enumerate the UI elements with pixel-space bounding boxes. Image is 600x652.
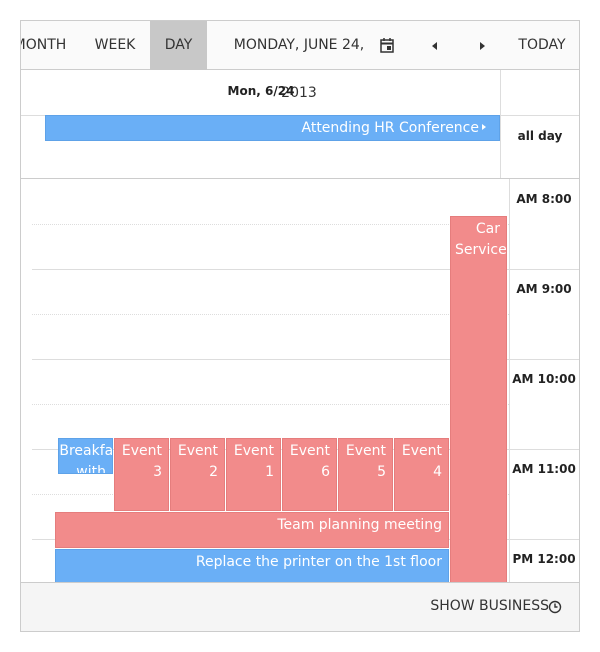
time-label: AM 10:00 [512, 372, 576, 386]
event[interactable]: Event 2 [170, 438, 225, 511]
event[interactable]: Car Service [450, 216, 507, 596]
date-picker[interactable]: MONDAY, JUNE 24, 2013 [233, 37, 365, 101]
scheduler: MONTH WEEK DAY MONDAY, JUNE 24, 2013 TOD… [20, 20, 580, 632]
half-hour-line [32, 314, 509, 315]
clock-icon[interactable] [548, 600, 562, 614]
business-hours-button[interactable]: SHOW BUSINESS HOURS [430, 598, 549, 614]
event[interactable]: Event 1 [226, 438, 281, 511]
hour-line [32, 269, 579, 270]
time-label: AM 11:00 [512, 462, 576, 476]
event[interactable]: Event 5 [338, 438, 393, 511]
calendar-icon[interactable] [380, 38, 394, 53]
view-day[interactable]: DAY [150, 21, 207, 70]
event[interactable]: Team planning meeting [55, 512, 449, 548]
hour-line [32, 359, 579, 360]
next-button[interactable] [477, 41, 487, 51]
event[interactable]: Event 6 [282, 438, 337, 511]
event[interactable]: Event 3 [114, 438, 169, 511]
footer [21, 582, 579, 631]
view-week[interactable]: WEEK [94, 37, 136, 53]
day-header: Mon, 6/24 [227, 84, 295, 98]
all-day-label: all day [517, 129, 563, 143]
time-grid: AM 8:00 AM 9:00 AM 10:00 AM 11:00 PM 12:00 Ca… [21, 179, 579, 599]
prev-button[interactable] [430, 41, 440, 51]
time-label: AM 8:00 [516, 192, 572, 206]
time-label: PM 12:00 [512, 552, 576, 566]
time-column-divider [509, 179, 510, 583]
all-day-row [21, 116, 579, 179]
time-label: AM 9:00 [516, 282, 572, 296]
view-month[interactable]: MONTH [21, 37, 67, 53]
half-hour-line [32, 224, 509, 225]
header-divider [500, 70, 501, 178]
all-day-event[interactable]: Attending HR Conference [45, 115, 500, 141]
continue-arrow [482, 124, 486, 130]
half-hour-line [32, 404, 509, 405]
toolbar [21, 21, 579, 70]
today-button[interactable]: TODAY [518, 37, 566, 53]
event[interactable]: Event 4 [394, 438, 449, 511]
event[interactable]: Breakfast with [58, 438, 113, 474]
